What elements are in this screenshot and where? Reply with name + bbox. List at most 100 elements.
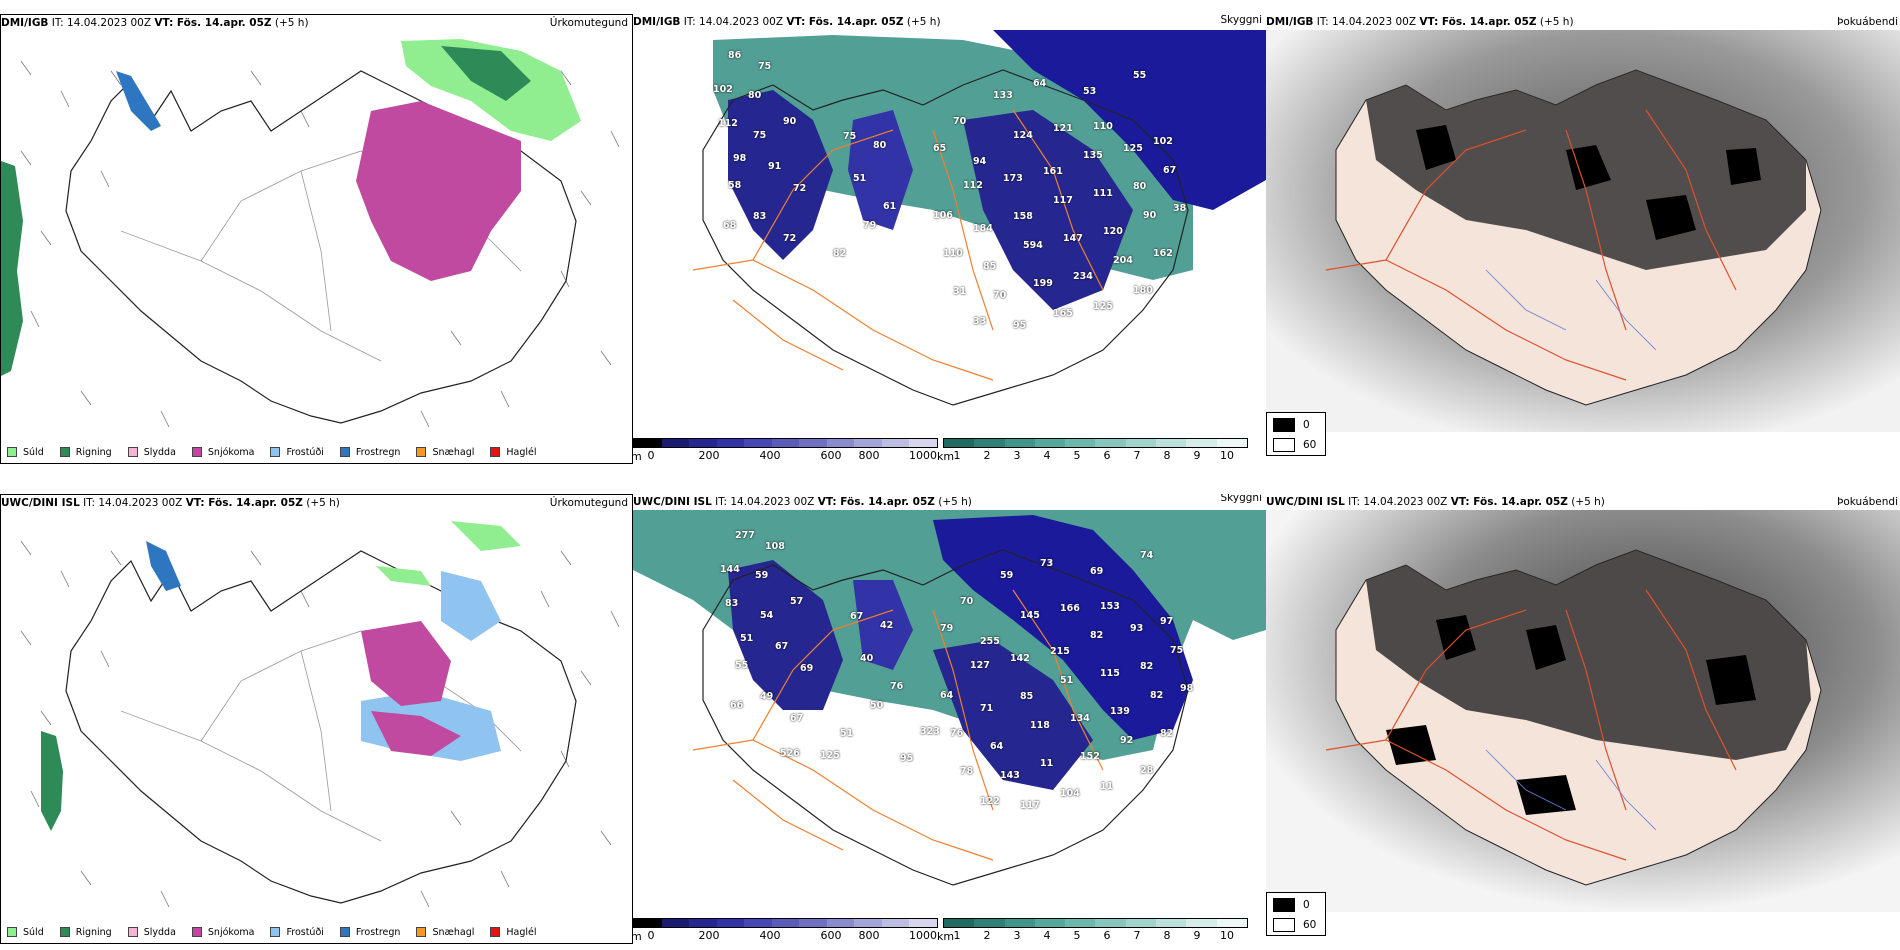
roads — [692, 589, 1104, 861]
cloud-base-value-label: 147 — [1063, 233, 1083, 244]
cloud-base-value-label: 122 — [980, 796, 1000, 807]
cloud-base-value-label: 69 — [1090, 566, 1104, 577]
panel-title: Þokuábendi — [1837, 496, 1898, 508]
scale-tick: 2 — [983, 929, 991, 942]
lead-time: (+5 h) — [302, 497, 340, 509]
cloud-base-value-label: 121 — [1053, 123, 1073, 134]
legend-swatch — [416, 447, 427, 457]
lead-time: (+5 h) — [903, 16, 941, 28]
cloud-base-value-label: 255 — [980, 636, 1000, 647]
cloud-base-value-label: 127 — [970, 660, 990, 671]
scale-segment — [799, 439, 827, 447]
legend-label: Slydda — [143, 446, 176, 458]
scale-segment — [689, 919, 717, 927]
scale-segment — [944, 439, 975, 447]
precip-type-legend: Súld Rigning Slydda Snjókoma Frostúði Fr… — [7, 925, 553, 939]
cloud-base-value-label: 82 — [1090, 630, 1104, 641]
cloud-base-value-label: 106 — [933, 210, 953, 221]
cloud-base-map — [633, 30, 1266, 432]
cloud-base-value-label: 76 — [950, 728, 964, 739]
iceland-outline — [65, 70, 577, 424]
scale-segment — [771, 919, 800, 927]
scale-unit: m — [633, 930, 642, 943]
model-name: DMI/IGB — [633, 16, 681, 28]
uwc-precip-type-panel: UWC/DINI ISL IT: 14.04.2023 00Z VT: Fös.… — [0, 494, 633, 944]
cloud-base-value-label: 110 — [1093, 121, 1113, 132]
low-cloud-south — [933, 640, 1093, 790]
cloud-base-value-label: 204 — [1113, 255, 1133, 266]
cloud-base-value-label: 143 — [1000, 770, 1020, 781]
scale-tick: 1000 — [909, 929, 937, 942]
scale-segment — [974, 919, 1005, 927]
fog-legend-label: 60 — [1303, 919, 1317, 931]
cloud-base-value-label: 125 — [1093, 301, 1113, 312]
legend-item-sleet: Slydda — [127, 927, 176, 938]
scale-segment — [1034, 919, 1066, 927]
legend-swatch — [59, 447, 70, 457]
legend-item-freezing-rain: Frostregn — [339, 446, 401, 458]
cloud-base-value-label: 145 — [1020, 610, 1040, 621]
cloud-base-value-label: 72 — [783, 233, 797, 244]
legend-swatch — [339, 447, 350, 457]
iceland-outline — [702, 69, 1189, 406]
legend-label: Snjókoma — [207, 926, 255, 938]
scale-tick: 10 — [1220, 449, 1234, 462]
legend-label: Snjókoma — [207, 446, 255, 458]
drizzle-area — [376, 521, 521, 586]
scale-segment — [634, 439, 662, 447]
cloud-base-value-label: 11 — [1100, 781, 1114, 792]
cloud-base-value-label: 117 — [1020, 800, 1040, 811]
cloud-base-value-label: 162 — [1153, 248, 1173, 259]
cloud-base-value-label: 277 — [735, 530, 755, 541]
panel-title: Skyggni — [1220, 14, 1263, 26]
cloud-base-value-label: 134 — [1070, 713, 1090, 724]
valid-time: VT: Fös. 14.apr. 05Z — [154, 17, 272, 29]
legend-label: Haglél — [506, 446, 537, 458]
legend-label: Súld — [23, 926, 44, 938]
cloud-base-value-label: 142 — [1010, 653, 1030, 664]
rain-area-west — [41, 731, 63, 831]
cloud-base-value-label: 76 — [890, 681, 904, 692]
model-name: UWC/DINI ISL — [633, 496, 712, 508]
cloud-base-scale-km: km 1 2 3 4 5 6 7 8 9 10 — [937, 918, 1248, 944]
cloud-base-value-label: 215 — [1050, 646, 1070, 657]
cloud-base-value-label: 85 — [1020, 691, 1034, 702]
cloud-base-value-label: 75 — [758, 61, 772, 72]
scale-tick: 1 — [953, 929, 961, 942]
cloud-base-value-label: 112 — [963, 180, 983, 191]
iceland-outline — [65, 550, 577, 904]
fog-legend-label: 0 — [1303, 899, 1310, 911]
cloud-base-value-label: 165 — [1053, 308, 1073, 319]
cloud-base-value-label: 85 — [983, 261, 997, 272]
scale-segment — [826, 439, 855, 447]
cloud-base-value-label: 112 — [718, 118, 738, 129]
cloud-base-value-label: 51 — [840, 728, 854, 739]
cloud-base-value-label: 74 — [1140, 550, 1154, 561]
roads — [1325, 589, 1737, 861]
legend-label: Frostregn — [355, 446, 401, 458]
precip-map — [1, 31, 632, 443]
legend-item-hail: Haglél — [490, 927, 537, 938]
cloud-base-value-label: 73 — [1040, 558, 1054, 569]
fog-index-legend: 0 60 — [1266, 412, 1326, 456]
scale-segment — [1095, 919, 1126, 927]
scale-tick: 3 — [1013, 929, 1021, 942]
scale-tick: 10 — [1220, 929, 1234, 942]
scale-tick: 7 — [1133, 929, 1141, 942]
scale-segment — [909, 439, 938, 447]
cloud-base-value-label: 90 — [783, 116, 797, 127]
cloud-base-value-label: 158 — [1013, 211, 1033, 222]
scale-segment — [974, 439, 1005, 447]
cloud-base-value-label: 28 — [1140, 765, 1154, 776]
fog-index-legend: 0 60 — [1266, 892, 1326, 936]
cloud-base-value-label: 68 — [723, 220, 737, 231]
cloud-base-value-label: 80 — [1133, 181, 1147, 192]
scale-segment — [744, 919, 772, 927]
cloud-base-value-label: 144 — [720, 564, 740, 575]
cloud-base-value-label: 54 — [760, 610, 774, 621]
legend-label: Frostúði — [286, 926, 324, 938]
cloud-base-value-label: 75 — [843, 131, 857, 142]
cloud-base-value-label: 69 — [800, 663, 814, 674]
scale-tick: 400 — [759, 929, 781, 942]
legend-swatch — [490, 927, 501, 937]
